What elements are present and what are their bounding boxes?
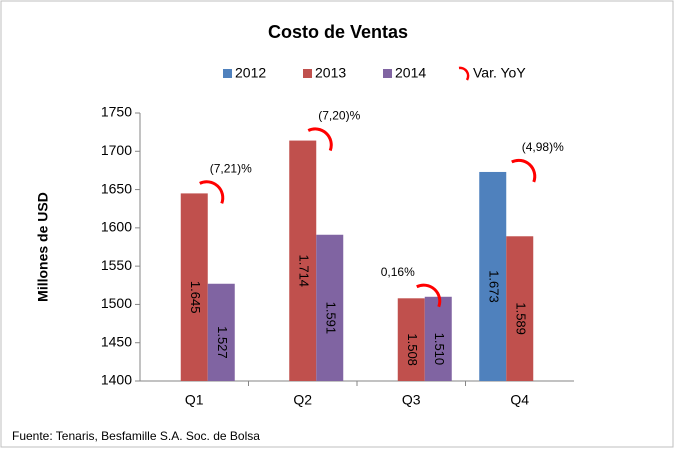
legend-label: 2014 xyxy=(395,65,426,81)
legend-swatch xyxy=(383,69,392,78)
footnote: Fuente: Tenaris, Besfamille S.A. Soc. de… xyxy=(12,429,260,443)
yoy-label: (4,98)% xyxy=(522,140,564,154)
y-axis-label: Millones de USD xyxy=(35,192,51,302)
chart-title: Costo de Ventas xyxy=(268,22,408,42)
value-label: 1.645 xyxy=(188,281,203,314)
y-tick-label: 1500 xyxy=(101,295,132,311)
bar xyxy=(479,171,507,381)
legend-label: 2012 xyxy=(235,65,266,81)
bar xyxy=(397,298,425,381)
legend-arc xyxy=(458,66,470,81)
x-tick-label: Q3 xyxy=(402,392,421,408)
value-label: 1.510 xyxy=(432,333,447,366)
bar xyxy=(207,283,235,381)
bar xyxy=(424,296,452,381)
yoy-arc xyxy=(511,158,537,183)
yoy-label: 0,16% xyxy=(381,265,415,279)
yoy-arc xyxy=(307,127,333,152)
y-tick-label: 1450 xyxy=(101,333,132,349)
bar xyxy=(316,234,344,381)
legend-swatch xyxy=(303,69,312,78)
y-tick-label: 1400 xyxy=(101,372,132,388)
bar xyxy=(180,193,208,381)
value-label: 1.589 xyxy=(513,302,528,335)
y-tick-label: 1650 xyxy=(101,180,132,196)
x-tick-label: Q1 xyxy=(185,392,204,408)
yoy-arc xyxy=(416,283,442,308)
x-tick-label: Q4 xyxy=(510,392,529,408)
legend-label: 2013 xyxy=(315,65,346,81)
value-label: 1.508 xyxy=(405,333,420,366)
yoy-label: (7,21)% xyxy=(210,162,252,176)
yoy-arc xyxy=(199,180,225,204)
y-tick-label: 1700 xyxy=(101,142,132,158)
bar xyxy=(506,236,534,381)
value-label: 1.527 xyxy=(215,326,230,359)
value-label: 1.673 xyxy=(486,270,501,303)
y-tick-label: 1550 xyxy=(101,257,132,273)
legend-label: Var. YoY xyxy=(473,65,526,81)
x-tick-label: Q2 xyxy=(293,392,312,408)
yoy-label: (7,20)% xyxy=(318,109,360,123)
bar xyxy=(289,140,317,381)
value-label: 1.591 xyxy=(323,302,338,335)
value-label: 1.714 xyxy=(296,255,311,288)
y-tick-label: 1600 xyxy=(101,219,132,235)
y-tick-label: 1750 xyxy=(101,104,132,120)
legend-swatch xyxy=(223,69,232,78)
